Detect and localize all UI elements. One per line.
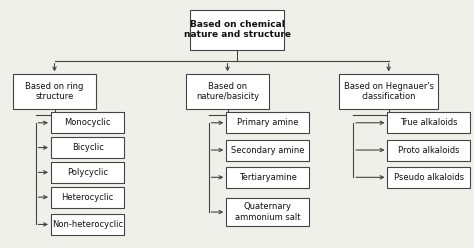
- Text: True alkaloids: True alkaloids: [400, 118, 458, 127]
- FancyBboxPatch shape: [51, 186, 124, 208]
- FancyBboxPatch shape: [51, 214, 124, 235]
- Text: Pseudo alkaloids: Pseudo alkaloids: [394, 173, 464, 182]
- FancyBboxPatch shape: [190, 10, 284, 50]
- FancyBboxPatch shape: [51, 112, 124, 133]
- Text: Bicyclic: Bicyclic: [72, 143, 104, 152]
- FancyBboxPatch shape: [226, 167, 309, 188]
- FancyBboxPatch shape: [226, 112, 309, 133]
- FancyBboxPatch shape: [13, 74, 96, 109]
- FancyBboxPatch shape: [186, 74, 269, 109]
- Text: Quaternary
ammonium salt: Quaternary ammonium salt: [235, 202, 301, 222]
- Text: Based on Hegnauer's
classification: Based on Hegnauer's classification: [344, 82, 434, 101]
- Text: Non-heterocyclic: Non-heterocyclic: [52, 220, 123, 229]
- Text: Primary amine: Primary amine: [237, 118, 299, 127]
- FancyBboxPatch shape: [387, 167, 470, 188]
- Text: Secondary amine: Secondary amine: [231, 146, 305, 155]
- Text: Heterocyclic: Heterocyclic: [62, 193, 114, 202]
- Text: Based on ring
structure: Based on ring structure: [25, 82, 84, 101]
- Text: Monocyclic: Monocyclic: [64, 118, 111, 127]
- FancyBboxPatch shape: [339, 74, 438, 109]
- Text: Based on
nature/basicity: Based on nature/basicity: [196, 82, 259, 101]
- Text: Proto alkaloids: Proto alkaloids: [398, 146, 460, 155]
- FancyBboxPatch shape: [226, 139, 309, 161]
- FancyBboxPatch shape: [51, 162, 124, 183]
- FancyBboxPatch shape: [387, 112, 470, 133]
- Text: Tertiaryamine: Tertiaryamine: [239, 173, 297, 182]
- FancyBboxPatch shape: [51, 137, 124, 158]
- FancyBboxPatch shape: [387, 139, 470, 161]
- Text: Based on chemical
nature and structure: Based on chemical nature and structure: [183, 20, 291, 39]
- Text: Polycyclic: Polycyclic: [67, 168, 108, 177]
- FancyBboxPatch shape: [226, 198, 309, 226]
